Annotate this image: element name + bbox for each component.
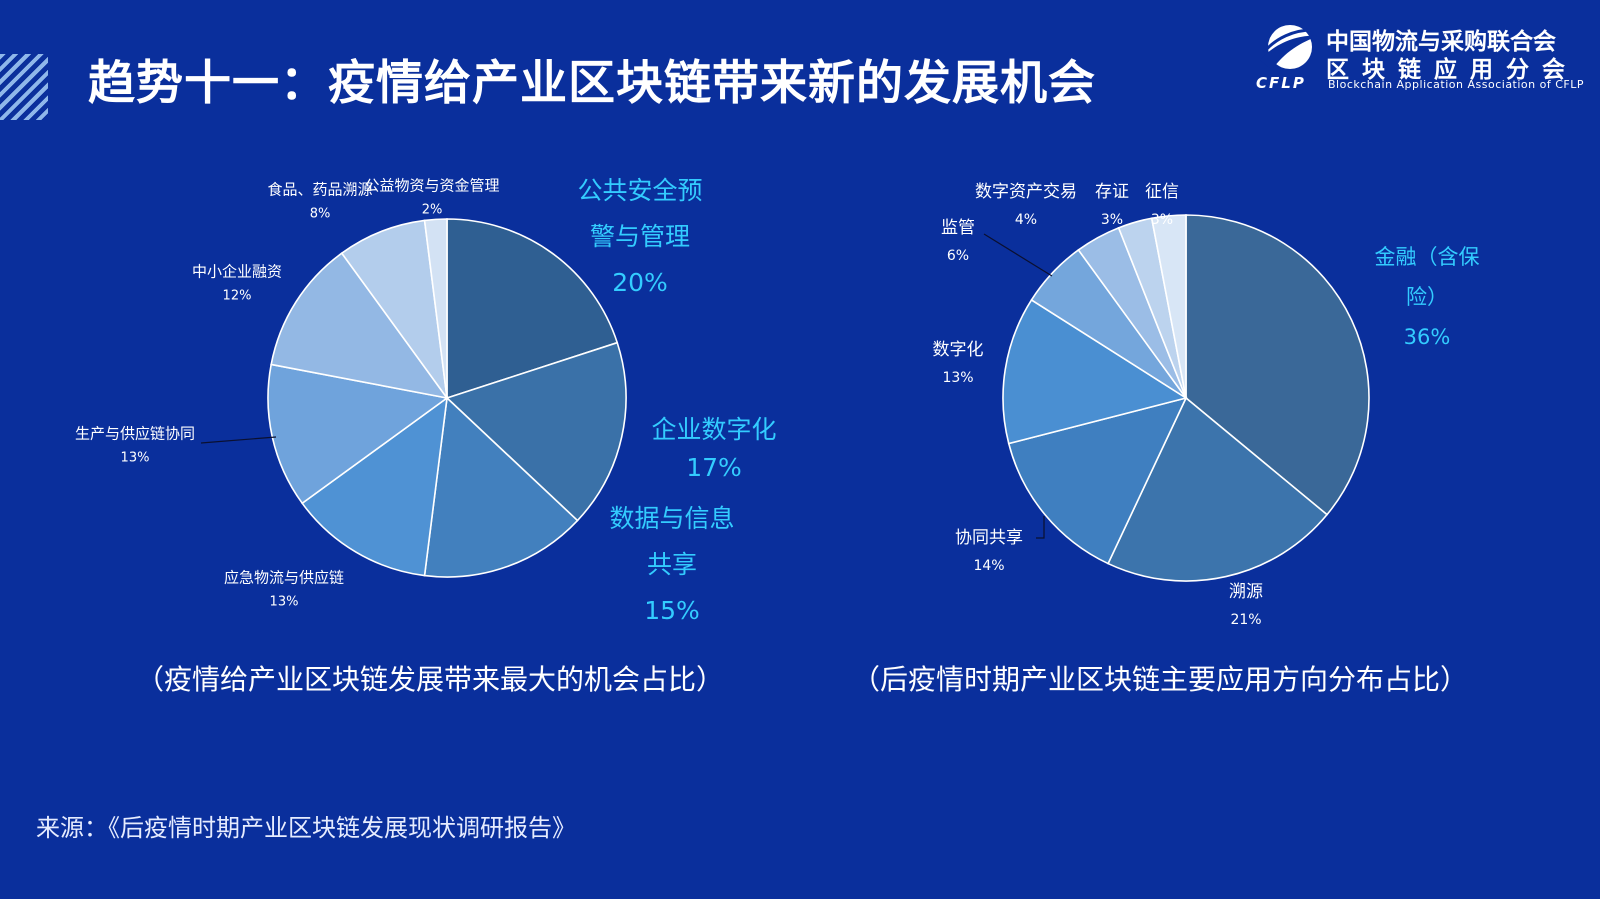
pie-value-label: 13% <box>121 451 150 466</box>
pie-category-label: 险） <box>1406 285 1448 309</box>
pie-category-label: 协同共享 <box>955 528 1023 548</box>
left-chart-caption: （疫情给产业区块链发展带来最大的机会占比） <box>136 663 725 696</box>
pie-slice <box>423 218 448 399</box>
pie-value-label: 4% <box>1015 212 1037 228</box>
label-leader-line <box>1036 516 1045 539</box>
pie-category-label: 共享 <box>647 550 697 579</box>
logo-abbreviation: CFLP <box>1256 74 1306 92</box>
pie-category-label: 企业数字化 <box>651 415 776 444</box>
pie-value-label: 6% <box>947 248 969 264</box>
pie-slice <box>1185 214 1370 516</box>
pie-category-label: 应急物流与供应链 <box>224 569 344 587</box>
pie-slice <box>301 396 449 577</box>
pie-slice <box>340 219 448 399</box>
pie-category-label: 公益物资与资金管理 <box>364 177 499 195</box>
organization-logo: CFLP 中国物流与采购联合会 区块链应用分会 Blockchain Appli… <box>1254 18 1584 98</box>
pie-slice <box>1002 298 1188 445</box>
pie-value-label: 17% <box>686 453 742 482</box>
pie-category-label: 公共安全预 <box>577 176 702 205</box>
pie-value-label: 12% <box>223 289 252 304</box>
pie-value-label: 20% <box>612 268 668 297</box>
right-chart-caption: （后疫情时期产业区块链主要应用方向分布占比） <box>852 663 1469 696</box>
pie-category-label: 警与管理 <box>590 222 690 251</box>
pie-value-label: 14% <box>973 558 1004 574</box>
decorative-stripes <box>0 54 48 120</box>
pie-value-label: 3% <box>1151 212 1173 228</box>
pie-value-label: 8% <box>310 207 331 222</box>
pie-category-label: 溯源 <box>1229 582 1263 602</box>
label-leader-line <box>200 436 277 444</box>
pie-value-label: 15% <box>644 596 700 625</box>
pie-category-label: 数字资产交易 <box>975 182 1077 202</box>
page-title: 趋势十一：疫情给产业区块链带来新的发展机会 <box>88 56 1096 111</box>
logo-name-line1: 中国物流与采购联合会 <box>1326 29 1556 55</box>
pie-value-label: 13% <box>942 370 973 386</box>
pie-category-label: 数据与信息 <box>609 504 734 533</box>
source-note: 来源：《后疫情时期产业区块链发展现状调研报告》 <box>36 814 576 842</box>
pie-slice <box>1150 214 1187 399</box>
pie-value-label: 3% <box>1101 212 1123 228</box>
pie-slice <box>446 218 619 400</box>
pie-category-label: 存证 <box>1095 182 1129 202</box>
pie-value-label: 13% <box>270 595 299 610</box>
globe-logo-icon <box>1260 25 1318 70</box>
pie-value-label: 36% <box>1404 325 1451 349</box>
pie-slice <box>270 252 449 400</box>
logo-name-line2: 区块链应用分会 <box>1326 57 1578 83</box>
label-leader-line <box>983 233 1053 277</box>
pie-category-label: 金融（含保 <box>1375 245 1480 269</box>
pie-category-label: 监管 <box>941 218 975 238</box>
pie-chart-applications: 金融（含保险） 36% 溯源 21% 协同共享 14% 数字化 13% 监管 6% 数字资产交易 4%… <box>933 182 1480 628</box>
pie-value-label: 21% <box>1230 612 1261 628</box>
logo-english-name: Blockchain Application Association of CF… <box>1328 78 1584 91</box>
pie-slice <box>1007 396 1188 565</box>
pie-slice <box>423 396 579 578</box>
pie-slice <box>1107 396 1329 582</box>
pie-category-label: 中小企业融资 <box>192 263 282 281</box>
pie-category-label: 数字化 <box>933 340 984 360</box>
pie-value-label: 2% <box>422 203 443 218</box>
pie-slice <box>445 341 627 522</box>
pie-category-label: 征信 <box>1145 182 1179 202</box>
pie-category-label: 生产与供应链协同 <box>75 425 195 443</box>
pie-category-label: 食品、药品溯源 <box>267 181 372 199</box>
